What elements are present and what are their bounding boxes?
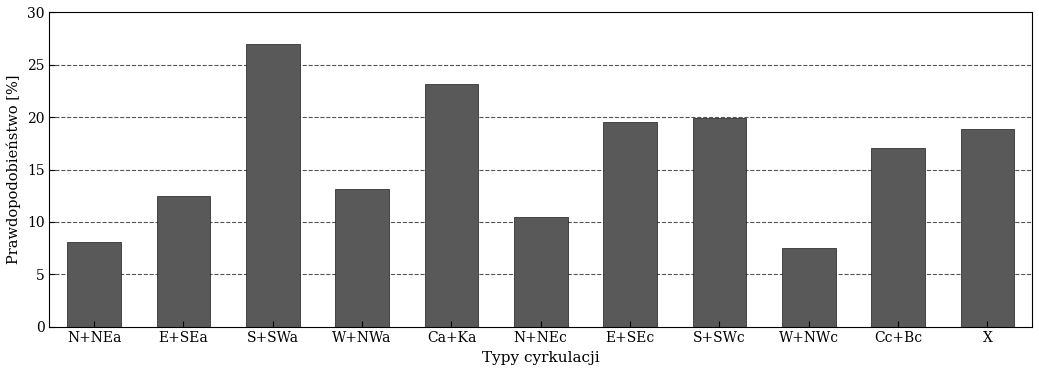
Bar	[782, 248, 835, 327]
Bar	[872, 148, 925, 327]
Bar	[246, 44, 299, 327]
Bar	[68, 242, 121, 327]
Bar	[693, 118, 746, 327]
Bar	[514, 217, 567, 327]
Bar	[604, 122, 657, 327]
Y-axis label: Prawdopodobieństwo [%]: Prawdopodobieństwo [%]	[7, 75, 22, 264]
Bar	[425, 84, 478, 327]
X-axis label: Typy cyrkulacji: Typy cyrkulacji	[482, 351, 600, 365]
Bar	[961, 129, 1014, 327]
Bar	[336, 189, 389, 327]
Bar	[157, 196, 210, 327]
